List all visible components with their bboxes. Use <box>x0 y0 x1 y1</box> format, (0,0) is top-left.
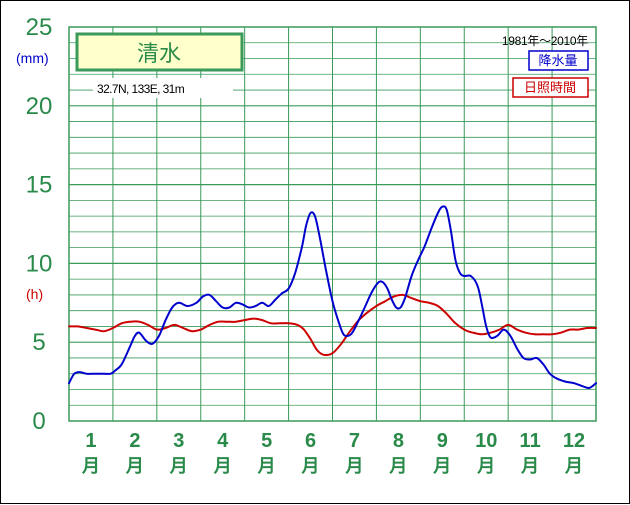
x-tick-labels: 1 月 2 月 3 月 4 月 5 月 6 月 7 月 8 月 9 月 10 月 11 月 12 月 <box>81 430 585 476</box>
x-tick-month-suffix: 月 <box>388 456 407 476</box>
x-tick-month-number: 3 <box>173 430 184 452</box>
precipitation-line <box>68 205 597 390</box>
x-tick-month-number: 11 <box>520 430 541 452</box>
x-tick-month-suffix: 月 <box>301 456 320 476</box>
x-tick-month-number: 9 <box>437 430 448 452</box>
x-tick-month-number: 8 <box>393 430 404 452</box>
x-tick-month-number: 1 <box>85 430 96 452</box>
x-tick-month-number: 5 <box>261 430 272 452</box>
x-tick-month-number: 7 <box>349 430 360 452</box>
y-tick-label: 25 <box>26 14 53 41</box>
x-tick-month-suffix: 月 <box>125 456 144 476</box>
chart-title: 清水 <box>137 41 181 66</box>
x-tick-month-suffix: 月 <box>476 456 495 476</box>
x-tick-month-suffix: 月 <box>169 456 188 476</box>
x-tick-month-number: 2 <box>129 430 140 452</box>
title-box: 清水 <box>75 32 244 72</box>
location-label: 32.7N, 133E, 31m <box>97 82 185 96</box>
y-tick-label: 15 <box>26 172 53 199</box>
x-tick-month-number: 4 <box>217 430 229 452</box>
x-tick-month-suffix: 月 <box>432 456 451 476</box>
title-box-frame <box>75 32 244 72</box>
sunshine-line <box>68 293 597 357</box>
legend: 降水量 日照時間 <box>512 50 589 98</box>
y-tick-label: 0 <box>32 408 45 435</box>
x-tick-month-suffix: 月 <box>81 456 100 476</box>
y-tick-labels: 0 5 10 15 20 25 <box>26 14 53 435</box>
y-unit-precip: (mm) <box>16 50 49 66</box>
x-tick-month-suffix: 月 <box>564 456 583 476</box>
x-tick-month-suffix: 月 <box>257 456 276 476</box>
x-tick-month-number: 12 <box>563 430 585 452</box>
series-layer <box>68 205 597 390</box>
legend-sunshine-box <box>512 77 589 98</box>
legend-sunshine-label: 日照時間 <box>524 80 576 95</box>
x-tick-month-suffix: 月 <box>344 456 363 476</box>
x-tick-month-number: 6 <box>305 430 316 452</box>
legend-precip-box <box>528 50 589 71</box>
y-tick-label: 5 <box>32 329 45 356</box>
x-tick-month-suffix: 月 <box>213 456 232 476</box>
location-background <box>93 78 233 98</box>
x-tick-month-suffix: 月 <box>520 456 539 476</box>
y-tick-label: 10 <box>26 250 53 277</box>
legend-precip-label: 降水量 <box>538 53 577 68</box>
plot-border <box>68 26 597 422</box>
y-tick-label: 20 <box>26 93 53 120</box>
y-unit-hours: (h) <box>26 286 43 302</box>
x-tick-month-number: 10 <box>475 430 497 452</box>
period-label: 1981年〜2010年 <box>502 34 588 48</box>
